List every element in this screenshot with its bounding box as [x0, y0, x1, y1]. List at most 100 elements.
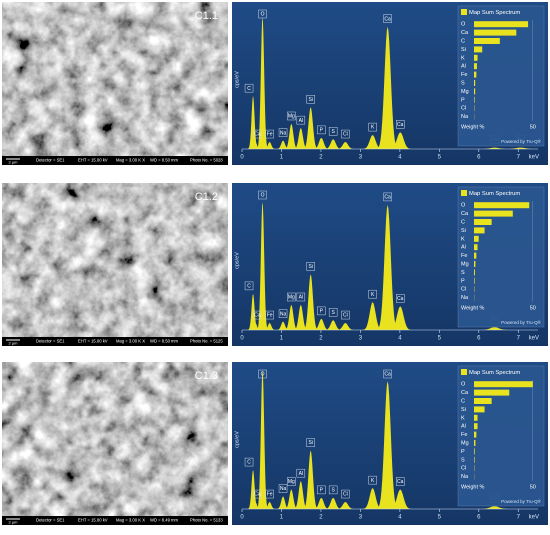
- inset-category: Na: [461, 474, 469, 480]
- inset-bar: [474, 457, 475, 463]
- peak-label: Ca: [254, 132, 261, 138]
- inset-category: Fe: [461, 253, 467, 259]
- peak-label: C: [247, 86, 251, 92]
- info-text: Mag = 3.00 K X: [116, 158, 145, 163]
- inset-category: Cl: [461, 106, 466, 112]
- info-text: Detector = SE1: [36, 158, 65, 163]
- inset-bar: [474, 72, 476, 78]
- inset-bar: [474, 390, 509, 396]
- peak-label: Al: [299, 118, 303, 124]
- inset-category: Si: [461, 228, 466, 234]
- peak-label: Si: [308, 440, 312, 446]
- y-axis-label: cps/eV: [234, 431, 240, 448]
- inset-bar: [474, 30, 516, 36]
- peak-label: Fe: [267, 313, 273, 319]
- peak-label: Ca: [254, 492, 261, 498]
- inset-bar: [474, 211, 513, 217]
- peak-label: Fe: [267, 492, 273, 498]
- inset-category: P: [461, 449, 465, 455]
- inset-category: Al: [461, 424, 466, 430]
- inset-category: Al: [461, 245, 466, 251]
- inset-category: P: [461, 278, 465, 284]
- inset-category: Al: [461, 64, 466, 70]
- info-text: Mag = 3.00 K X: [116, 518, 145, 523]
- sem-image: [2, 362, 228, 525]
- peak-label: Mg: [288, 295, 295, 301]
- inset-category: K: [461, 55, 465, 61]
- inset-category: Ca: [461, 211, 469, 217]
- inset-bar: [474, 406, 485, 412]
- inset-category: Fe: [461, 432, 467, 438]
- peak-label: Ca: [384, 195, 391, 201]
- y-axis-label: cps/eV: [234, 71, 240, 88]
- inset-category: O: [461, 22, 466, 28]
- peak-label: C: [247, 283, 251, 289]
- info-text: EHT = 15.00 kV: [78, 339, 108, 344]
- peak-label: Al: [299, 295, 303, 301]
- inset-bar: [474, 63, 477, 69]
- info-text: Photo No. = 5028: [190, 158, 223, 163]
- info-text: Detector = SE1: [36, 518, 65, 523]
- info-text: WD = 8.50 mm: [150, 339, 179, 344]
- inset-category: C: [461, 219, 465, 225]
- inset-category: C: [461, 398, 465, 404]
- inset-bar: [474, 423, 478, 429]
- inset-bar: [474, 253, 476, 259]
- scale-label: 2 µm: [9, 520, 19, 525]
- x-unit: keV: [529, 336, 539, 342]
- inset-tick-label: 50: [530, 484, 536, 490]
- peak-label: Na: [280, 130, 287, 136]
- sample-label: C1.2: [195, 191, 218, 203]
- peak-label: Si: [308, 264, 312, 270]
- inset-title: Map Sum Spectrum: [469, 191, 520, 197]
- info-text: Photo No. = 5125: [190, 339, 223, 344]
- inset-bar: [474, 415, 478, 421]
- inset-bar: [474, 278, 475, 284]
- inset-bar: [474, 46, 482, 52]
- info-text: EHT = 15.00 kV: [78, 518, 108, 523]
- inset-bar: [474, 440, 475, 446]
- inset-footnote: Powered by Tru-Q®: [501, 319, 542, 325]
- peak-label: Fe: [267, 132, 273, 138]
- peak-label: Na: [280, 311, 287, 317]
- inset-tick-label: 50: [530, 124, 536, 130]
- peak-label: Cl: [343, 492, 348, 498]
- info-text: Detector = SE1: [36, 339, 65, 344]
- peak-label: Si: [308, 97, 312, 103]
- inset-category: Si: [461, 47, 466, 53]
- sem-image: [2, 183, 228, 346]
- sample-label: C1.3: [195, 370, 218, 382]
- inset-category: C: [461, 38, 465, 44]
- inset-bar: [474, 227, 485, 233]
- inset-category: S: [461, 457, 465, 463]
- inset-category: O: [461, 382, 466, 388]
- inset-title: Map Sum Spectrum: [469, 10, 520, 16]
- inset-bar: [474, 236, 479, 242]
- info-text: Photo No. = 5133: [190, 518, 223, 523]
- inset-category: Mg: [461, 261, 469, 267]
- x-unit: keV: [529, 515, 539, 521]
- inset-category: K: [461, 415, 465, 421]
- inset-category: Ca: [461, 390, 469, 396]
- inset-bar: [474, 88, 475, 94]
- inset-category: Na: [461, 295, 469, 301]
- inset-bar: [474, 219, 492, 225]
- inset-bar: [474, 269, 475, 275]
- peak-label: O: [261, 372, 265, 378]
- inset-bar: [474, 80, 475, 86]
- inset-bar: [474, 21, 528, 27]
- peak-label: Ca: [384, 16, 391, 22]
- inset-category: Mg: [461, 440, 469, 446]
- inset-category: S: [461, 80, 465, 86]
- y-axis-label: cps/eV: [234, 252, 240, 269]
- inset-xlabel: Weight %: [461, 124, 485, 130]
- info-text: WD = 8.49 mm: [150, 518, 179, 523]
- peak-label: Ca: [397, 479, 404, 485]
- info-text: EHT = 15.00 kV: [78, 158, 108, 163]
- inset-footnote: Powered by Tru-Q®: [501, 138, 542, 144]
- inset-bar: [474, 381, 533, 387]
- inset-category: Cl: [461, 287, 466, 293]
- inset-category: K: [461, 236, 465, 242]
- inset-title: Map Sum Spectrum: [469, 370, 520, 376]
